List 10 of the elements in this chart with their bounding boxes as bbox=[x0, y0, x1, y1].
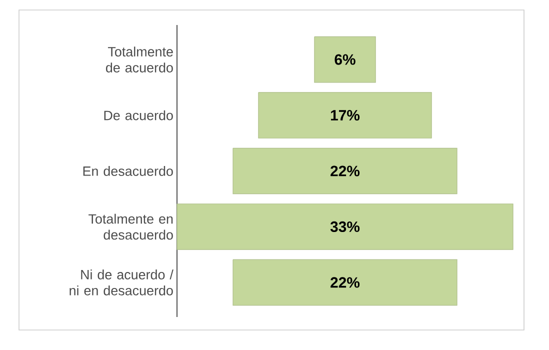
category-label: Totalmente en desacuerdo bbox=[88, 214, 173, 240]
data-label: 6% bbox=[334, 54, 356, 65]
data-label: 22% bbox=[330, 277, 360, 288]
category-label: De acuerdo bbox=[104, 110, 173, 120]
category-label: En desacuerdo bbox=[83, 166, 173, 176]
category-label: Totalmente de acuerdo bbox=[106, 46, 173, 72]
data-label: 22% bbox=[330, 166, 360, 176]
data-label: 17% bbox=[330, 110, 360, 121]
category-label: Ni de acuerdo / ni en desacuerdo bbox=[70, 270, 174, 296]
data-label: 33% bbox=[330, 221, 360, 232]
